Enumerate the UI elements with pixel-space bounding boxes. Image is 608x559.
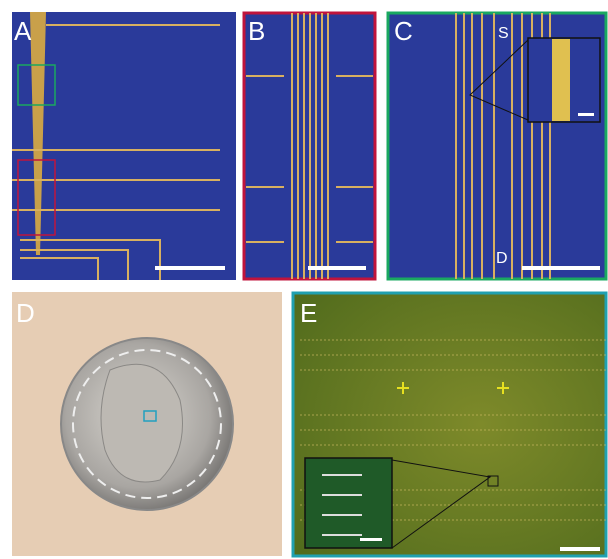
panel-label: D xyxy=(16,298,35,328)
figure: A B C S D xyxy=(0,0,608,559)
scale-bar xyxy=(560,547,600,551)
inset-scale-bar xyxy=(360,538,382,541)
scale-bar xyxy=(155,266,225,270)
scale-bar xyxy=(308,266,366,270)
panel-d: D xyxy=(12,292,282,556)
panel-a: A xyxy=(12,12,236,280)
panel-label: C xyxy=(394,16,413,46)
inset-scale-bar xyxy=(578,113,594,116)
panel-e: E xyxy=(293,293,606,556)
wires xyxy=(292,13,328,279)
panel-label: B xyxy=(248,16,265,46)
panel-label: E xyxy=(300,298,317,328)
coin-relief xyxy=(101,364,183,482)
panel-c: C S D xyxy=(388,13,606,279)
panel-label: A xyxy=(14,16,32,46)
source-label: S xyxy=(498,25,509,42)
scale-bar xyxy=(522,266,600,270)
drain-label: D xyxy=(496,250,508,267)
inset-wire xyxy=(552,39,570,121)
panel-b: B xyxy=(244,13,375,279)
